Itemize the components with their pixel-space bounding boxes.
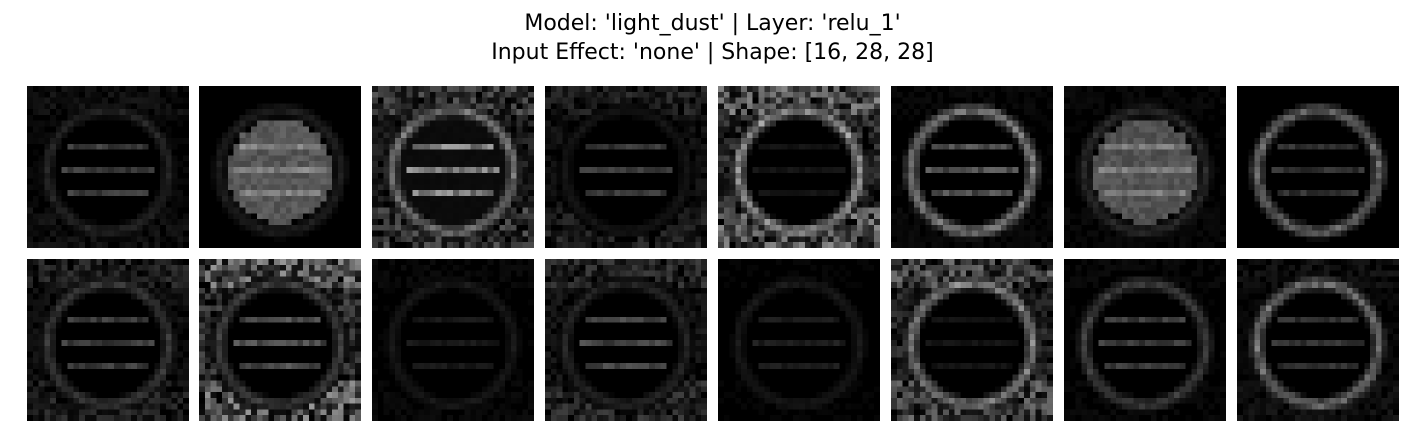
feature-map-14 xyxy=(1064,259,1226,421)
feature-map-7 xyxy=(1237,86,1399,248)
feature-map-11 xyxy=(545,259,707,421)
feature-map-6 xyxy=(1064,86,1226,248)
feature-map-4-image xyxy=(718,86,880,248)
feature-map-3 xyxy=(545,86,707,248)
figure-title-line-2: Input Effect: 'none' | Shape: [16, 28, 2… xyxy=(491,40,934,65)
feature-map-3-image xyxy=(545,86,707,248)
feature-map-1-image xyxy=(210,103,350,243)
feature-map-2-image xyxy=(372,86,534,248)
feature-map-10-image xyxy=(372,259,534,421)
feature-map-8-image xyxy=(27,259,189,421)
feature-map-6-image xyxy=(1064,86,1226,248)
feature-map-13 xyxy=(891,259,1053,421)
feature-map-8 xyxy=(27,259,189,421)
feature-map-1 xyxy=(199,86,361,248)
feature-map-9-image xyxy=(199,259,361,421)
figure-title-line-1: Model: 'light_dust' | Layer: 'relu_1' xyxy=(524,11,901,36)
feature-map-10 xyxy=(372,259,534,421)
feature-map-4 xyxy=(718,86,880,248)
feature-map-5-image xyxy=(891,86,1053,248)
feature-map-0-image xyxy=(27,86,189,248)
feature-map-12 xyxy=(718,259,880,421)
feature-map-0 xyxy=(27,86,189,248)
feature-map-12-image xyxy=(718,259,880,421)
feature-map-5 xyxy=(891,86,1053,248)
feature-map-14-image xyxy=(1064,259,1226,421)
feature-map-9 xyxy=(199,259,361,421)
feature-map-7-image xyxy=(1248,103,1388,243)
feature-map-2 xyxy=(372,86,534,248)
feature-map-15 xyxy=(1237,259,1399,421)
feature-map-15-image xyxy=(1237,259,1399,421)
feature-map-13-image xyxy=(891,259,1053,421)
feature-map-11-image xyxy=(545,259,707,421)
